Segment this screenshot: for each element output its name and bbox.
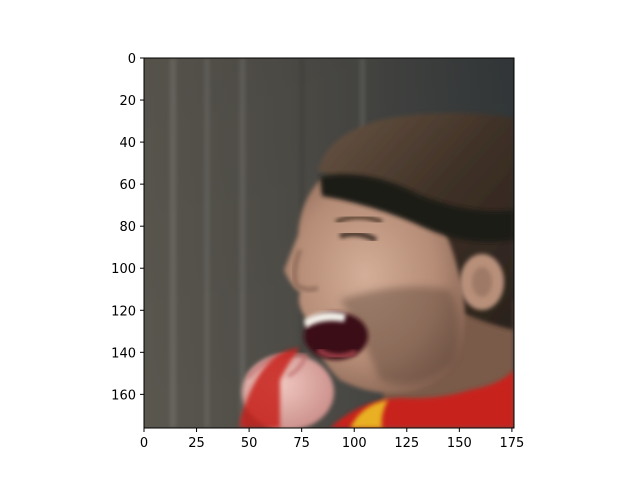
x-tick-label: 125	[394, 436, 419, 451]
x-axis: 0 25 50 75 100 125 150 175	[140, 428, 524, 451]
y-tick-label: 60	[119, 178, 136, 193]
jersey	[240, 348, 300, 428]
y-tick-label: 20	[119, 94, 136, 109]
x-tick-label: 50	[241, 436, 258, 451]
y-tick-label: 40	[119, 136, 136, 151]
photo-image	[144, 58, 514, 428]
mouth	[304, 312, 368, 360]
y-tick-label: 0	[128, 52, 136, 67]
headband	[320, 174, 514, 243]
x-tick-label: 25	[188, 436, 205, 451]
y-tick-label: 100	[111, 262, 136, 277]
y-axis: 0 20 40 60 80 100 120 140 160	[111, 52, 144, 403]
y-tick-label: 160	[111, 388, 136, 403]
y-tick-label: 140	[111, 346, 136, 361]
x-tick-label: 150	[447, 436, 472, 451]
x-tick-label: 175	[499, 436, 524, 451]
axes-frame	[143, 57, 515, 429]
y-tick-label: 80	[119, 220, 136, 235]
x-tick-label: 100	[342, 436, 367, 451]
x-tick-label: 75	[293, 436, 310, 451]
y-tick-label: 120	[111, 304, 136, 319]
x-tick-label: 0	[140, 436, 148, 451]
